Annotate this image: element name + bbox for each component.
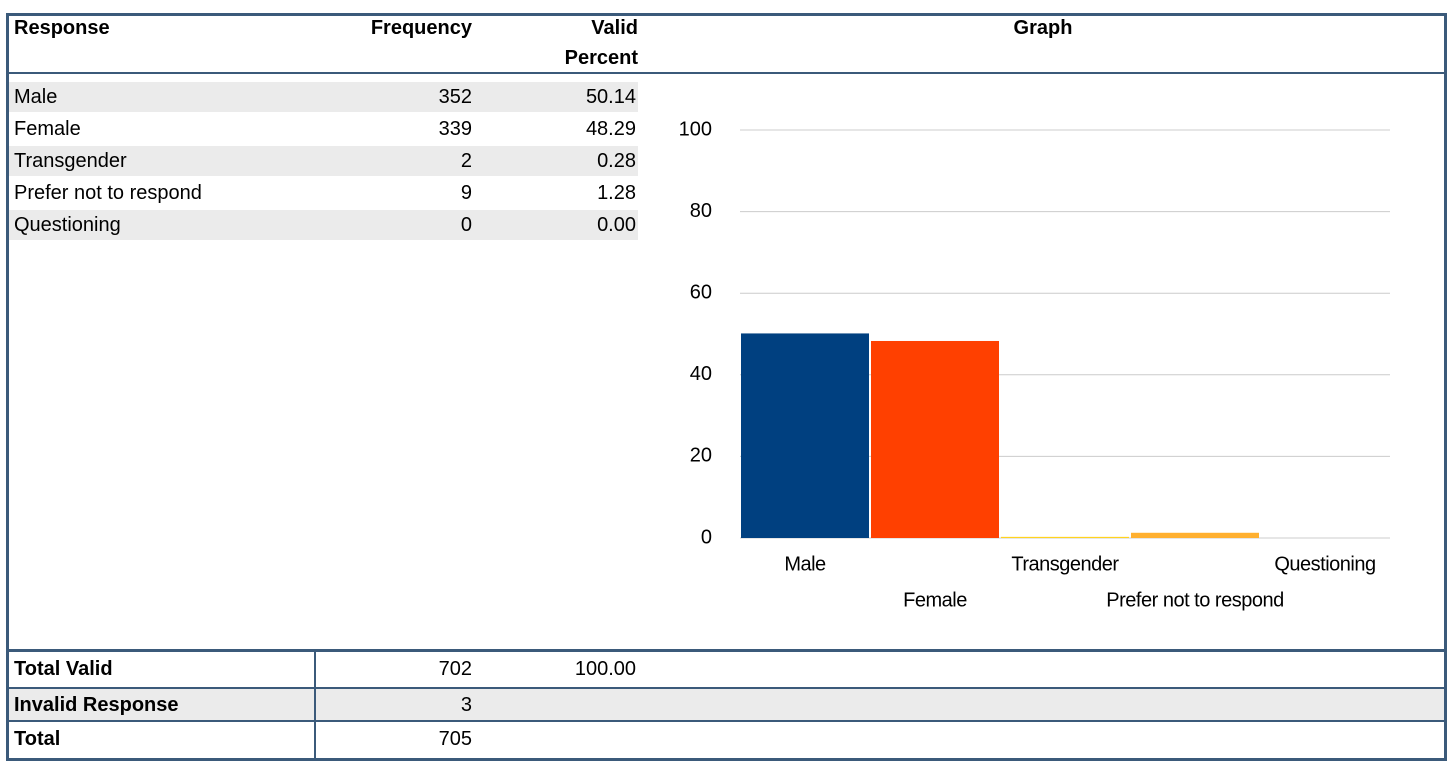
y-tick-label: 20 [690,445,712,467]
border [6,758,1446,761]
y-tick-label: 80 [690,200,712,222]
border [6,687,1446,689]
response-cell: Prefer not to respond [14,182,202,204]
percent-cell: 48.29 [585,118,636,140]
border [314,650,316,760]
header-cell: Valid Percent [564,17,638,69]
frequency-cell: 2 [460,150,472,172]
row-band [8,689,1445,721]
border [6,13,9,761]
row-band [8,82,638,112]
x-tick-label: Female [903,589,967,611]
x-tick-label: Transgender [1011,553,1119,575]
bar [1131,532,1259,538]
frequency-cell: 339 [438,118,472,140]
row-band [8,210,638,240]
header-cell: Response [14,17,110,39]
x-tick-label: Prefer not to respond [1106,589,1283,611]
border [6,13,1446,16]
percent-cell: 1.28 [597,182,636,204]
total-frequency: 702 [438,658,472,680]
total-label: Invalid Response [14,694,179,716]
frequency-cell: 352 [438,86,472,108]
y-tick-label: 0 [701,526,712,548]
percent-cell: 0.00 [597,214,636,236]
percent-cell: 0.28 [597,150,636,172]
bar [1001,536,1129,538]
frequency-cell: 0 [460,214,472,236]
bar [871,340,999,538]
header-cell: Graph [1013,17,1073,39]
x-tick-label: Questioning [1274,553,1375,575]
total-label: Total Valid [14,658,113,680]
y-tick-label: 40 [690,363,712,385]
total-frequency: 3 [460,694,472,716]
border [6,649,1446,652]
response-cell: Male [14,86,58,108]
total-percent: 100.00 [574,658,636,680]
border [6,720,1446,722]
percent-cell: 50.14 [585,86,636,108]
x-tick-label: Male [784,553,826,575]
total-frequency: 705 [438,728,472,750]
total-label: Total [14,728,61,750]
bar [741,333,869,538]
border [1444,13,1447,761]
y-tick-label: 100 [679,118,712,140]
y-tick-label: 60 [690,281,712,303]
border [6,72,1446,74]
response-cell: Female [14,118,81,140]
response-cell: Questioning [14,214,121,236]
row-band [8,146,638,176]
header-cell: Frequency [370,17,472,39]
frequency-cell: 9 [460,182,472,204]
response-cell: Transgender [14,150,127,172]
